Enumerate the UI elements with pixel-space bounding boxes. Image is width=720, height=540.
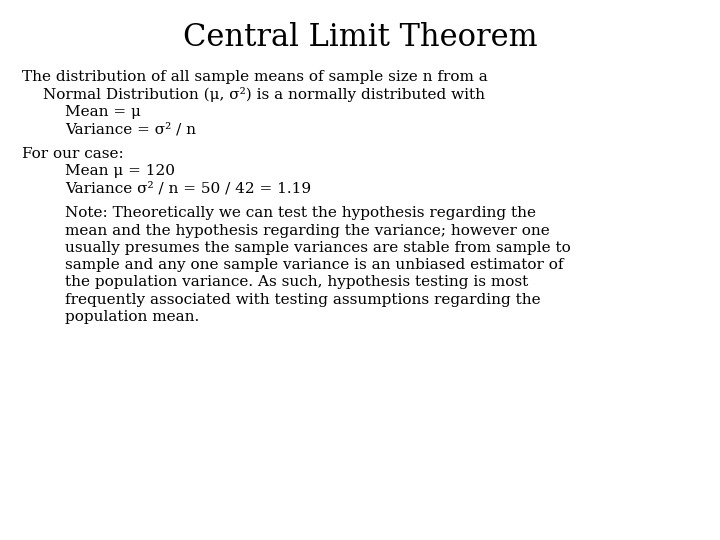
Text: population mean.: population mean. <box>65 310 199 324</box>
Text: Note: Theoretically we can test the hypothesis regarding the: Note: Theoretically we can test the hypo… <box>65 206 536 220</box>
Text: Mean μ = 120: Mean μ = 120 <box>65 164 175 178</box>
Text: Mean = μ: Mean = μ <box>65 105 140 119</box>
Text: Variance = σ² / n: Variance = σ² / n <box>65 122 196 136</box>
Text: frequently associated with testing assumptions regarding the: frequently associated with testing assum… <box>65 293 541 307</box>
Text: Variance σ² / n = 50 / 42 = 1.19: Variance σ² / n = 50 / 42 = 1.19 <box>65 181 311 195</box>
Text: sample and any one sample variance is an unbiased estimator of: sample and any one sample variance is an… <box>65 258 563 272</box>
Text: the population variance. As such, hypothesis testing is most: the population variance. As such, hypoth… <box>65 275 528 289</box>
Text: mean and the hypothesis regarding the variance; however one: mean and the hypothesis regarding the va… <box>65 224 549 238</box>
Text: Normal Distribution (μ, σ²) is a normally distributed with: Normal Distribution (μ, σ²) is a normall… <box>43 87 485 103</box>
Text: Central Limit Theorem: Central Limit Theorem <box>183 22 537 52</box>
Text: The distribution of all sample means of sample size n from a: The distribution of all sample means of … <box>22 70 487 84</box>
Text: usually presumes the sample variances are stable from sample to: usually presumes the sample variances ar… <box>65 241 570 255</box>
Text: For our case:: For our case: <box>22 147 123 161</box>
